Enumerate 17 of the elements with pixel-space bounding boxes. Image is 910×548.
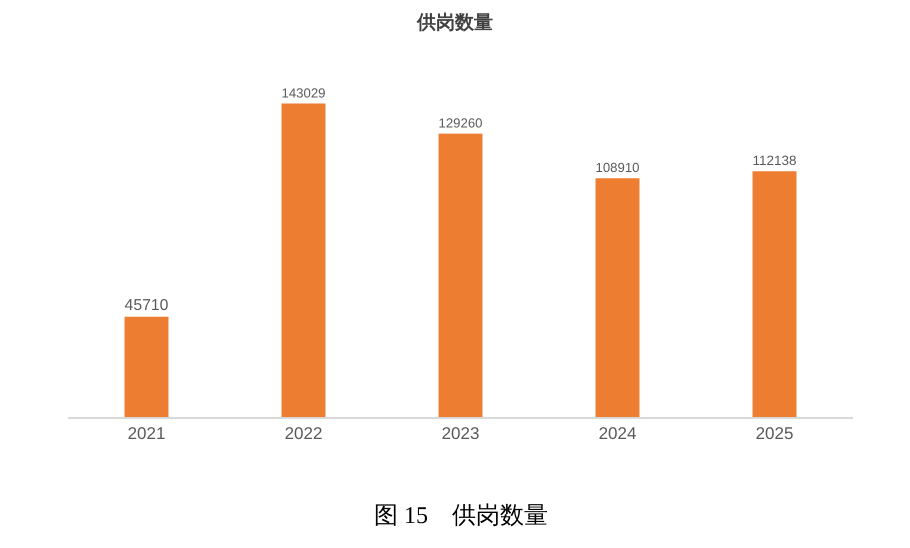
caption: 图 15 供岗数量 (374, 503, 548, 529)
bar (124, 316, 168, 417)
x-tick-label: 2024 (598, 424, 636, 444)
data-label: 112138 (752, 153, 796, 168)
bar (596, 178, 640, 417)
data-label: 129260 (438, 116, 482, 131)
bar (752, 171, 796, 417)
chart-title: 供岗数量 (416, 12, 493, 34)
data-label: 108910 (596, 160, 640, 176)
bar (282, 104, 326, 417)
x-tick-label: 2023 (442, 424, 480, 444)
x-tick-label: 2022 (284, 424, 322, 444)
data-label: 143029 (282, 85, 326, 100)
data-label: 45710 (124, 297, 169, 314)
bar (438, 134, 482, 417)
x-tick-label: 2025 (756, 424, 794, 444)
x-tick-label: 2021 (128, 424, 166, 444)
